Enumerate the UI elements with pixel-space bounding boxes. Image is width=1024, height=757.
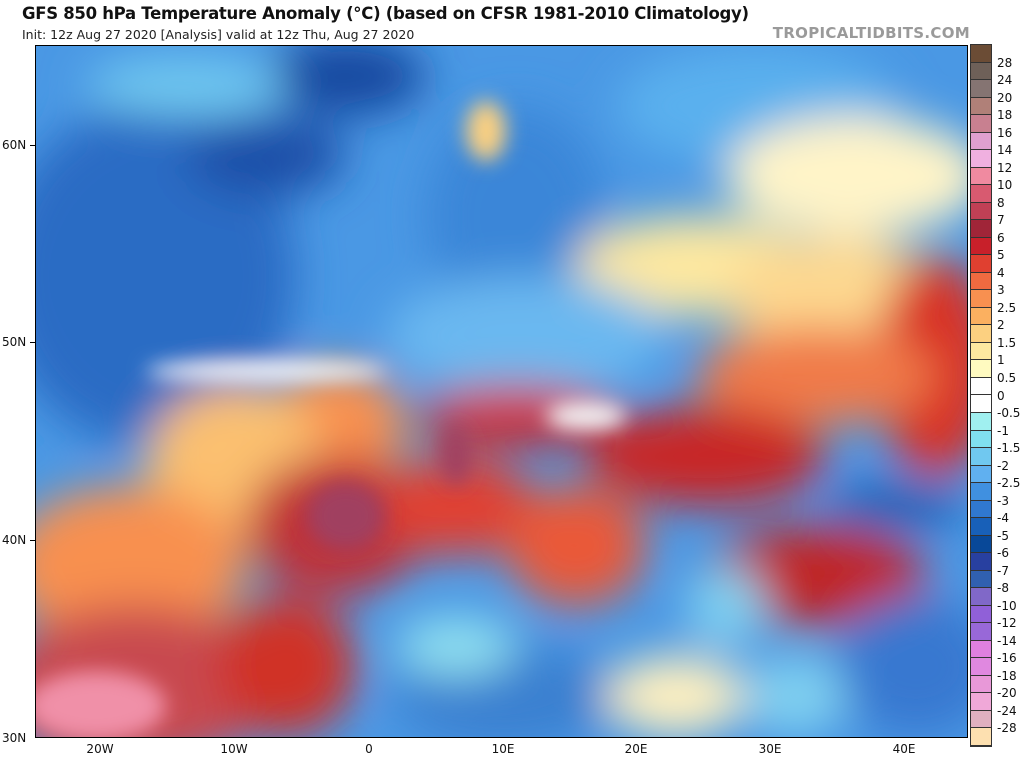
colorbar-label: 12 xyxy=(997,160,1013,175)
colorbar-swatch xyxy=(971,448,991,466)
colorbar-swatch xyxy=(971,570,991,589)
lon-label: 0 xyxy=(365,742,373,756)
colorbar-swatch xyxy=(971,360,991,378)
colorbar-swatch xyxy=(971,220,991,238)
colorbar-label: 24 xyxy=(997,73,1013,88)
colorbar-label: -1 xyxy=(997,423,1009,438)
colorbar-label: -2 xyxy=(997,458,1009,473)
colorbar-label: 28 xyxy=(997,55,1013,70)
lat-label: 60N xyxy=(2,138,27,152)
colorbar-swatch xyxy=(971,693,991,711)
colorbar-label: -2.5 xyxy=(997,476,1021,491)
lat-label: 30N xyxy=(2,731,27,745)
lon-label: 30E xyxy=(758,742,782,756)
colorbar-swatch xyxy=(971,167,991,186)
temperature-anomaly-map xyxy=(35,45,968,738)
colorbar-label: -8 xyxy=(997,581,1009,596)
watermark: TROPICALTIDBITS.COM xyxy=(772,24,970,42)
map-title: GFS 850 hPa Temperature Anomaly (°C) (ba… xyxy=(22,4,749,23)
colorbar-label: 2 xyxy=(997,318,1005,333)
colorbar-swatch xyxy=(971,413,991,431)
colorbar-swatch xyxy=(971,675,991,694)
colorbar-swatch xyxy=(971,185,991,203)
colorbar-label: 7 xyxy=(997,213,1005,228)
colorbar-swatch xyxy=(971,553,991,571)
colorbar-label: 4 xyxy=(997,265,1005,280)
map-subtitle: Init: 12z Aug 27 2020 [Analysis] valid a… xyxy=(22,27,415,42)
colorbar-label: 3 xyxy=(997,283,1005,298)
colorbar-label: -10 xyxy=(997,598,1017,613)
colorbar-label: 10 xyxy=(997,178,1013,193)
colorbar-swatch xyxy=(971,500,991,519)
colorbar-swatch xyxy=(971,395,991,414)
colorbar-swatch xyxy=(971,623,991,641)
colorbar-label: 0 xyxy=(997,388,1005,403)
colorbar-label: -3 xyxy=(997,493,1009,508)
colorbar-label: -14 xyxy=(997,633,1017,648)
lat-label: 50N xyxy=(2,335,27,349)
colorbar-swatch xyxy=(971,307,991,326)
lon-label: 40E xyxy=(892,742,916,756)
colorbar-label: 8 xyxy=(997,195,1005,210)
colorbar-label: -16 xyxy=(997,651,1017,666)
colorbar-swatch xyxy=(971,62,991,81)
colorbar-label: -12 xyxy=(997,616,1017,631)
lon-label: 10W xyxy=(220,742,248,756)
colorbar-swatch xyxy=(971,640,991,659)
colorbar-label: -28 xyxy=(997,721,1017,736)
colorbar-swatch xyxy=(971,115,991,133)
colorbar-swatch xyxy=(971,45,991,63)
colorbar-swatch xyxy=(971,80,991,98)
colorbar-label: 20 xyxy=(997,90,1013,105)
colorbar-swatch xyxy=(971,237,991,256)
colorbar-label: 5 xyxy=(997,248,1005,263)
colorbar-label: -18 xyxy=(997,668,1017,683)
colorbar-swatch xyxy=(971,588,991,606)
colorbar-swatch xyxy=(971,342,991,361)
lon-label: 20W xyxy=(86,742,114,756)
colorbar-swatch xyxy=(971,132,991,151)
colorbar-label: 0.5 xyxy=(997,370,1017,385)
colorbar-label: -0.5 xyxy=(997,406,1021,421)
lat-tick xyxy=(30,145,35,146)
colorbar xyxy=(970,44,992,747)
colorbar-label: -4 xyxy=(997,511,1009,526)
colorbar-swatch xyxy=(971,255,991,273)
colorbar-label: -20 xyxy=(997,686,1017,701)
colorbar-swatch xyxy=(971,518,991,536)
colorbar-label: -7 xyxy=(997,563,1009,578)
colorbar-swatch xyxy=(971,202,991,221)
colorbar-swatch xyxy=(971,150,991,168)
lat-label: 40N xyxy=(2,533,27,547)
colorbar-swatch xyxy=(971,535,991,554)
colorbar-swatch xyxy=(971,325,991,343)
colorbar-swatch xyxy=(971,483,991,501)
lat-tick xyxy=(30,342,35,343)
colorbar-label: -24 xyxy=(997,703,1017,718)
anomaly-field xyxy=(36,46,967,737)
colorbar-label: -5 xyxy=(997,528,1009,543)
colorbar-swatch xyxy=(971,97,991,116)
colorbar-swatch xyxy=(971,465,991,484)
colorbar-label: -6 xyxy=(997,546,1009,561)
colorbar-label: 6 xyxy=(997,230,1005,245)
colorbar-swatch xyxy=(971,710,991,729)
colorbar-label: 2.5 xyxy=(997,300,1017,315)
colorbar-label: 16 xyxy=(997,125,1013,140)
colorbar-swatch xyxy=(971,272,991,291)
colorbar-swatch xyxy=(971,430,991,449)
colorbar-swatch xyxy=(971,658,991,676)
colorbar-swatch xyxy=(971,728,991,746)
colorbar-label: 14 xyxy=(997,143,1013,158)
colorbar-swatch xyxy=(971,605,991,624)
colorbar-label: 1 xyxy=(997,353,1005,368)
colorbar-label: 18 xyxy=(997,108,1013,123)
colorbar-label: -1.5 xyxy=(997,441,1021,456)
lat-tick xyxy=(30,540,35,541)
lon-label: 20E xyxy=(624,742,648,756)
colorbar-swatch xyxy=(971,290,991,308)
colorbar-label: 1.5 xyxy=(997,335,1017,350)
colorbar-swatch xyxy=(971,377,991,396)
lon-label: 10E xyxy=(491,742,515,756)
